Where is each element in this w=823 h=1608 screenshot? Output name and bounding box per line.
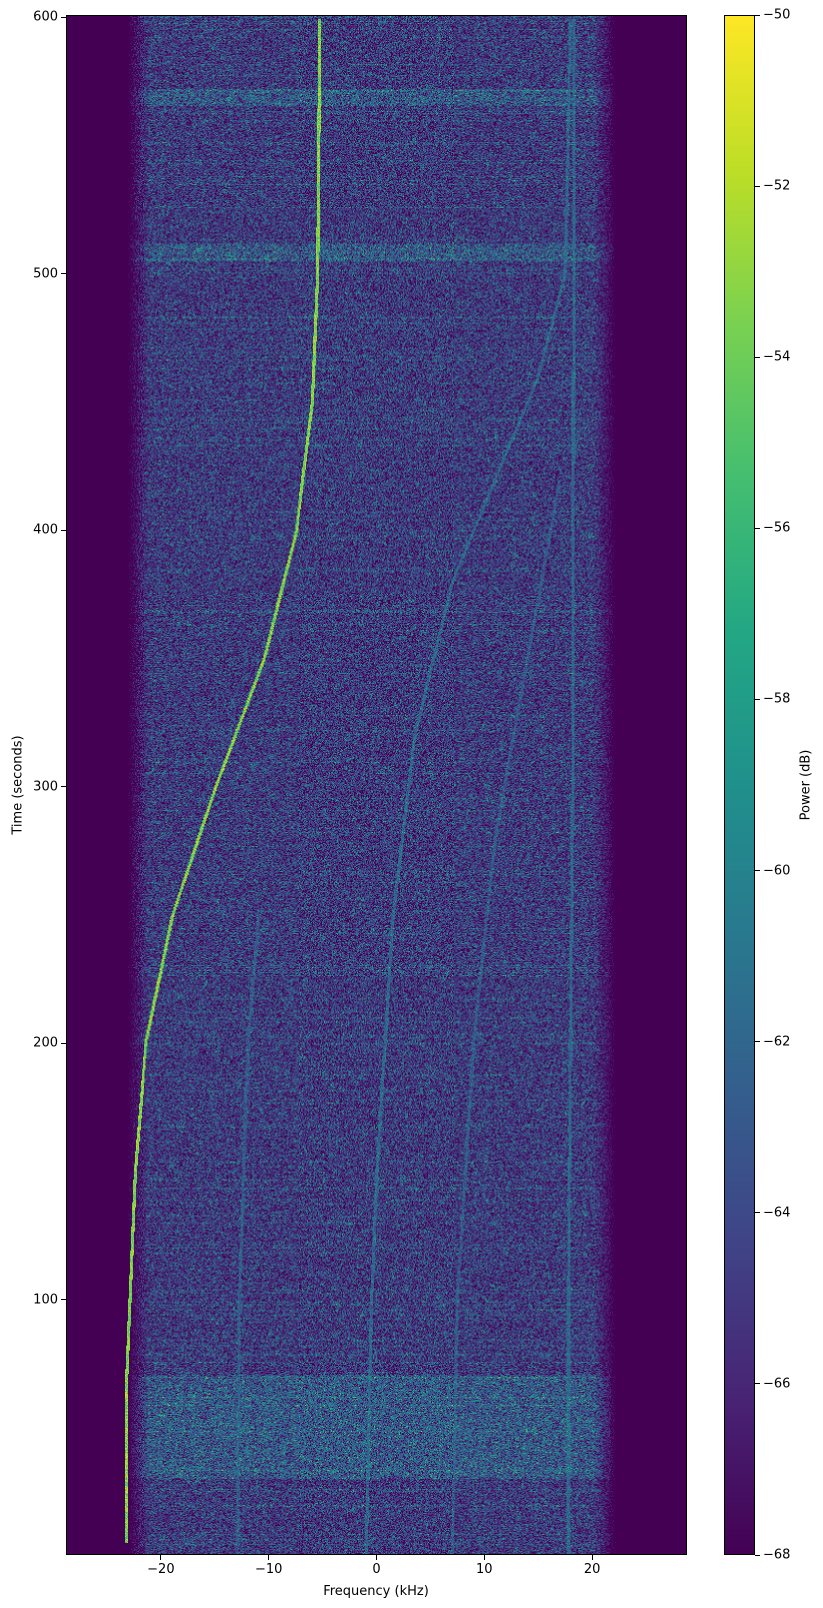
colorbar-tick-mark — [755, 185, 760, 187]
y-tick-mark — [61, 273, 66, 275]
colorbar-tick-label: −68 — [763, 1547, 791, 1563]
x-tick-label: 10 — [476, 1562, 493, 1577]
x-tick-mark — [483, 1555, 485, 1560]
colorbar-tick-mark — [755, 527, 760, 529]
colorbar-label: Power (dB) — [798, 749, 814, 821]
colorbar — [724, 15, 755, 1555]
colorbar-tick-mark — [755, 698, 760, 700]
colorbar-tick-mark — [755, 356, 760, 358]
y-axis-label: Time (seconds) — [10, 735, 26, 835]
colorbar-tick-mark — [755, 870, 760, 872]
x-tick-mark — [268, 1555, 270, 1560]
y-tick-label: 200 — [33, 1035, 58, 1051]
colorbar-tick-mark — [755, 1212, 760, 1214]
spectrogram-heatmap — [67, 16, 686, 1554]
y-tick-label: 100 — [33, 1292, 58, 1308]
y-tick-label: 400 — [33, 522, 58, 538]
colorbar-tick-mark — [755, 1383, 760, 1385]
x-tick-label: −20 — [147, 1562, 175, 1577]
y-tick-label: 600 — [33, 9, 58, 25]
y-tick-mark — [61, 786, 66, 788]
colorbar-tick-mark — [755, 1041, 760, 1043]
y-tick-label: 300 — [33, 779, 58, 795]
colorbar-tick-mark — [755, 1554, 760, 1556]
colorbar-tick-label: −56 — [763, 520, 791, 536]
x-tick-label: −10 — [254, 1562, 283, 1577]
y-tick-mark — [61, 1299, 66, 1301]
colorbar-tick-label: −50 — [763, 7, 791, 23]
spectrogram-plot-area — [66, 15, 687, 1555]
colorbar-tick-label: −66 — [763, 1376, 791, 1392]
y-tick-mark — [61, 16, 66, 18]
colorbar-tick-label: −54 — [763, 349, 791, 365]
x-tick-label: 20 — [583, 1562, 601, 1577]
x-tick-mark — [376, 1555, 377, 1560]
colorbar-tick-label: −62 — [763, 1034, 791, 1050]
colorbar-tick-label: −64 — [763, 1205, 791, 1221]
x-axis-label: Frequency (kHz) — [323, 1584, 429, 1599]
x-tick-mark — [591, 1555, 593, 1560]
x-tick-mark — [160, 1555, 162, 1560]
y-tick-mark — [61, 529, 66, 531]
x-tick-label: 0 — [372, 1562, 381, 1577]
colorbar-tick-label: −58 — [763, 691, 791, 707]
colorbar-tick-label: −60 — [763, 863, 791, 879]
colorbar-tick-label: −52 — [763, 178, 791, 194]
colorbar-tick-mark — [755, 14, 760, 16]
y-tick-mark — [61, 1042, 66, 1044]
y-tick-label: 500 — [33, 266, 58, 282]
